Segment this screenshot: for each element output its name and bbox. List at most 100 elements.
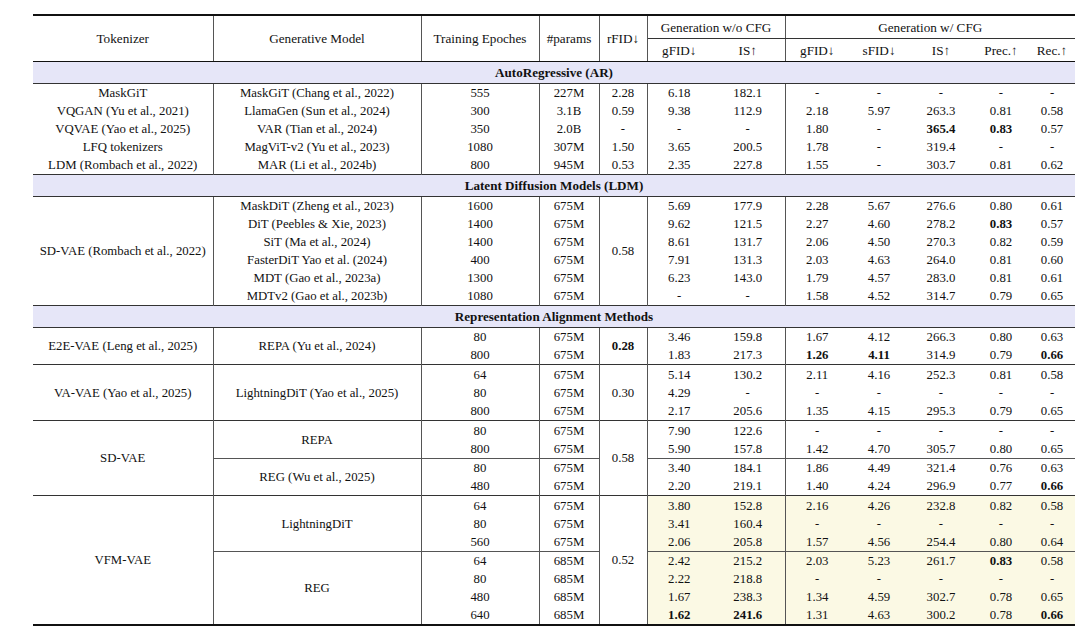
rfid-cell: - — [599, 120, 647, 138]
col-group-generation-wo-cfg: Generation w/o CFG — [647, 15, 785, 39]
params-cell: 685M — [539, 570, 599, 588]
paper-table-page: Tokenizer Generative Model Training Epoc… — [0, 14, 1080, 638]
prec-cell: 0.80 — [973, 533, 1029, 552]
params-cell: 675M — [539, 365, 599, 385]
tokenizer-cell: VA-VAE (Yao et al., 2025) — [33, 365, 213, 421]
params-cell: 675M — [539, 421, 599, 441]
col-group-generation-w-cfg: Generation w/ CFG — [785, 15, 1075, 39]
is-wo-cfg-cell: - — [711, 384, 785, 402]
params-cell: 675M — [539, 346, 599, 365]
sfid-w-cfg-cell: 4.15 — [849, 402, 909, 421]
sfid-w-cfg-cell: - — [849, 384, 909, 402]
col-header-gfid-wo-cfg: gFID↓ — [647, 39, 711, 62]
gfid-w-cfg-cell: 2.27 — [785, 215, 849, 233]
params-cell: 675M — [539, 328, 599, 347]
params-cell: 685M — [539, 552, 599, 571]
sfid-w-cfg-cell: 4.57 — [849, 269, 909, 287]
model-cell: REG — [213, 552, 421, 626]
is-w-cfg-cell: 296.9 — [909, 477, 973, 496]
gfid-w-cfg-cell: 1.67 — [785, 328, 849, 347]
table-body: AutoRegressive (AR)MaskGiTMaskGiT (Chang… — [33, 62, 1075, 626]
col-header-is-w-cfg: IS↑ — [909, 39, 973, 62]
gfid-wo-cfg-cell: 3.41 — [647, 515, 711, 533]
rfid-cell: 0.58 — [599, 197, 647, 306]
is-w-cfg-cell: 319.4 — [909, 138, 973, 156]
gfid-wo-cfg-cell: 5.69 — [647, 197, 711, 216]
model-cell: SiT (Ma et al., 2024) — [213, 233, 421, 251]
is-wo-cfg-cell: 112.9 — [711, 102, 785, 120]
gfid-wo-cfg-cell: 8.61 — [647, 233, 711, 251]
is-w-cfg-cell: 270.3 — [909, 233, 973, 251]
rec-cell: 0.61 — [1029, 269, 1075, 287]
params-cell: 3.1B — [539, 102, 599, 120]
gfid-w-cfg-cell: 1.31 — [785, 606, 849, 625]
tokenizer-cell: VQVAE (Yao et al., 2025) — [33, 120, 213, 138]
gfid-wo-cfg-cell: 7.90 — [647, 421, 711, 441]
params-cell: 675M — [539, 477, 599, 496]
gfid-w-cfg-cell: 2.03 — [785, 251, 849, 269]
model-cell: REPA — [213, 421, 421, 459]
is-wo-cfg-cell: 217.3 — [711, 346, 785, 365]
tokenizer-cell: E2E-VAE (Leng et al., 2025) — [33, 328, 213, 365]
rec-cell: - — [1029, 384, 1075, 402]
gfid-wo-cfg-cell: 6.23 — [647, 269, 711, 287]
prec-cell: 0.81 — [973, 251, 1029, 269]
epochs-cell: 80 — [421, 570, 539, 588]
gfid-wo-cfg-cell: 9.38 — [647, 102, 711, 120]
prec-cell: 0.81 — [973, 365, 1029, 385]
epochs-cell: 80 — [421, 421, 539, 441]
params-cell: 675M — [539, 496, 599, 516]
is-w-cfg-cell: 278.2 — [909, 215, 973, 233]
gfid-wo-cfg-cell: 6.18 — [647, 84, 711, 103]
gfid-w-cfg-cell: 2.03 — [785, 552, 849, 571]
tokenizer-cell: LDM (Rombach et al., 2022) — [33, 156, 213, 175]
prec-cell: 0.81 — [973, 102, 1029, 120]
gfid-w-cfg-cell: 2.06 — [785, 233, 849, 251]
gfid-w-cfg-cell: 1.40 — [785, 477, 849, 496]
is-wo-cfg-cell: 122.6 — [711, 421, 785, 441]
prec-cell: 0.77 — [973, 477, 1029, 496]
col-header-is-wo-cfg: IS↑ — [711, 39, 785, 62]
rfid-cell: 0.30 — [599, 365, 647, 421]
gfid-wo-cfg-cell: 4.29 — [647, 384, 711, 402]
epochs-cell: 400 — [421, 251, 539, 269]
prec-cell: - — [973, 84, 1029, 103]
gfid-w-cfg-cell: 1.26 — [785, 346, 849, 365]
rec-cell: 0.66 — [1029, 346, 1075, 365]
epochs-cell: 1080 — [421, 287, 539, 306]
sfid-w-cfg-cell: 4.70 — [849, 440, 909, 459]
epochs-cell: 480 — [421, 477, 539, 496]
prec-cell: 0.79 — [973, 346, 1029, 365]
prec-cell: 0.76 — [973, 459, 1029, 478]
model-cell: MAR (Li et al., 2024b) — [213, 156, 421, 175]
col-header-gfid-w-cfg: gFID↓ — [785, 39, 849, 62]
is-w-cfg-cell: 264.0 — [909, 251, 973, 269]
sfid-w-cfg-cell: 4.49 — [849, 459, 909, 478]
prec-cell: 0.80 — [973, 197, 1029, 216]
is-wo-cfg-cell: 131.7 — [711, 233, 785, 251]
rec-cell: 0.66 — [1029, 606, 1075, 625]
rec-cell: 0.65 — [1029, 402, 1075, 421]
model-cell: LightningDiT (Yao et al., 2025) — [213, 365, 421, 421]
model-cell: LlamaGen (Sun et al., 2024) — [213, 102, 421, 120]
is-w-cfg-cell: 302.7 — [909, 588, 973, 606]
is-w-cfg-cell: - — [909, 84, 973, 103]
prec-cell: - — [973, 384, 1029, 402]
rfid-cell: 0.53 — [599, 156, 647, 175]
epochs-cell: 800 — [421, 156, 539, 175]
is-w-cfg-cell: 232.8 — [909, 496, 973, 516]
prec-cell: 0.79 — [973, 287, 1029, 306]
rfid-cell: 0.52 — [599, 496, 647, 626]
epochs-cell: 1400 — [421, 233, 539, 251]
gfid-wo-cfg-cell: 1.62 — [647, 606, 711, 625]
prec-cell: 0.79 — [973, 402, 1029, 421]
gfid-w-cfg-cell: - — [785, 570, 849, 588]
gfid-wo-cfg-cell: 5.90 — [647, 440, 711, 459]
prec-cell: - — [973, 515, 1029, 533]
is-w-cfg-cell: - — [909, 515, 973, 533]
prec-cell: 0.83 — [973, 552, 1029, 571]
gfid-w-cfg-cell: 1.34 — [785, 588, 849, 606]
model-cell: MDT (Gao et al., 2023a) — [213, 269, 421, 287]
gfid-w-cfg-cell: - — [785, 515, 849, 533]
rfid-cell: 1.50 — [599, 138, 647, 156]
